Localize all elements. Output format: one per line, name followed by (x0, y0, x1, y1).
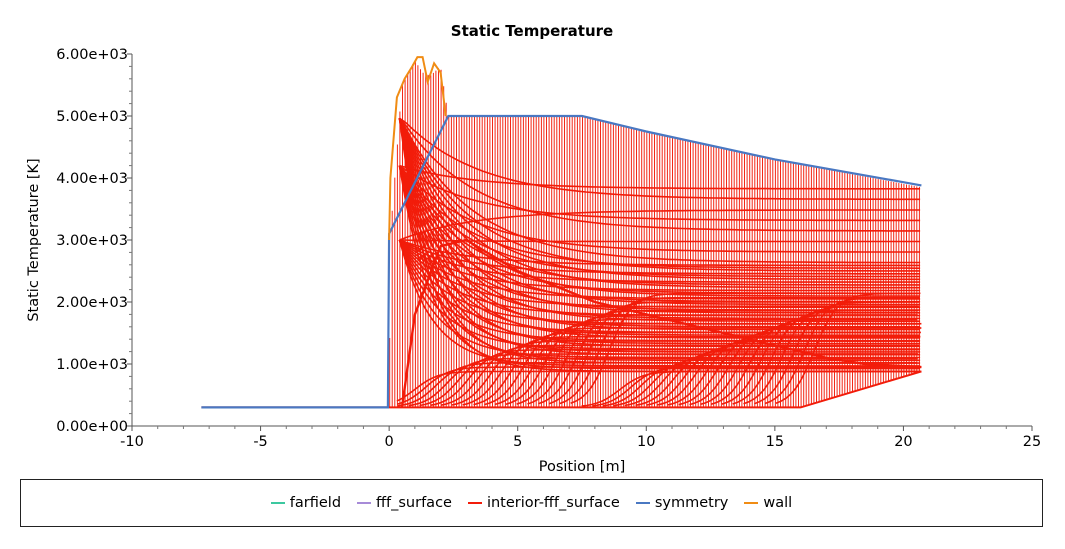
legend-swatch (635, 502, 650, 504)
legend-item-interior-fff_surface: interior-fff_surface (467, 495, 620, 511)
x-tick-label: 10 (637, 434, 655, 450)
chart-title: Static Temperature (451, 22, 613, 40)
x-tick-label: -10 (120, 434, 144, 450)
x-tick-label: 20 (894, 434, 912, 450)
legend-label: symmetry (654, 495, 729, 511)
axes: -10 -5 0 5 10 15 20 25 0.00e+00 1.00e+03 2.00e+03 3… (56, 47, 1041, 450)
legend-label: farfield (289, 495, 342, 511)
interior-fff_surface-series (201, 117, 922, 409)
legend-swatch (744, 502, 759, 504)
x-tick-label: -5 (253, 434, 267, 450)
x-tick-label: 25 (1023, 434, 1041, 450)
symmetry-series (201, 114, 922, 409)
y-tick-label: 0.00e+00 (56, 419, 128, 435)
y-tick-label: 5.00e+03 (56, 109, 128, 125)
y-tick-label: 6.00e+03 (56, 47, 128, 63)
plot-area (201, 56, 922, 409)
legend-swatch (357, 502, 372, 504)
wall-series (388, 56, 447, 241)
legend-label: wall (763, 495, 793, 511)
legend-item-farfield: farfield (270, 495, 342, 511)
legend-item-wall: wall (744, 495, 792, 511)
x-tick-label: 5 (513, 434, 522, 450)
legend-item-symmetry: symmetry (635, 495, 729, 511)
legend-label: interior-fff_surface (486, 495, 620, 511)
legend: farfield fff_surface interior-fff_surface s… (20, 479, 1043, 527)
legend-label: fff_surface (376, 495, 452, 511)
x-tick-label: 0 (385, 434, 394, 450)
y-tick-label: 2.00e+03 (56, 295, 128, 311)
y-tick-label: 3.00e+03 (56, 233, 128, 249)
x-tick-label: 15 (766, 434, 784, 450)
legend-swatch (270, 502, 285, 504)
x-axis-label: Position [m] (539, 459, 626, 475)
y-tick-label: 1.00e+03 (56, 357, 128, 373)
legend-swatch (467, 502, 482, 504)
y-tick-label: 4.00e+03 (56, 171, 128, 187)
static-temperature-chart: Static Temperature -10 -5 0 5 10 15 20 25 0.00e+… (26, 22, 1041, 475)
y-axis-label: Static Temperature [K] (26, 158, 42, 321)
legend-item-fff_surface: fff_surface (357, 495, 452, 511)
